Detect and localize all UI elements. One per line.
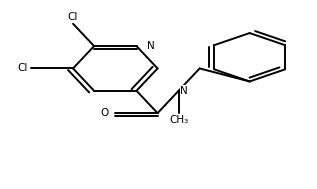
Text: N: N	[180, 86, 188, 96]
Text: O: O	[100, 108, 108, 118]
Text: N: N	[146, 41, 154, 51]
Text: Cl: Cl	[68, 12, 78, 22]
Text: Cl: Cl	[18, 64, 28, 74]
Text: CH₃: CH₃	[169, 115, 188, 125]
